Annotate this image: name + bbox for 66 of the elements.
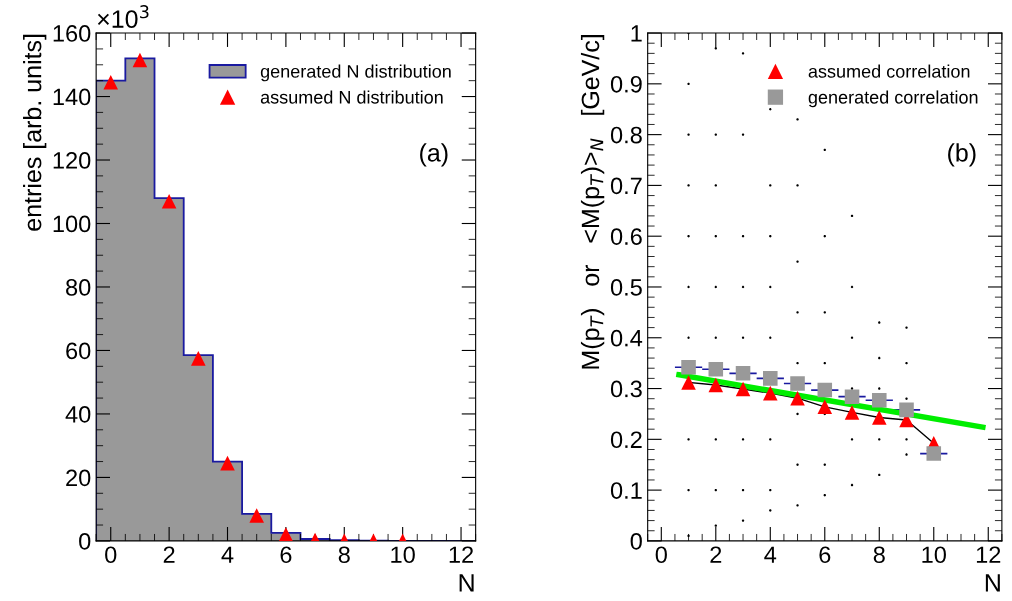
x-tick-label: 2 (163, 546, 175, 563)
x-tick-label: 4 (221, 546, 234, 563)
point (899, 402, 914, 418)
x-tick-label: 6 (280, 546, 292, 564)
x-tick-label: 12 (449, 546, 473, 563)
text: M(p$_{T}$) or <M(p$_{T}$)>$_{N}$ [GeV/c] (580, 35, 605, 369)
y-tick-label: 0.7 (610, 177, 642, 195)
y-tick-label: 40 (65, 406, 91, 423)
x-tick-label: 12 (976, 546, 1001, 563)
point (708, 377, 724, 393)
y-tick-label: 0 (630, 532, 642, 550)
point (844, 389, 860, 404)
point (817, 382, 833, 398)
y-tick-label: 0.9 (610, 75, 642, 93)
x-tick-label: 0 (105, 546, 117, 564)
point (871, 410, 887, 425)
point (790, 376, 805, 391)
point (681, 375, 696, 390)
x-tick-label: 6 (819, 546, 831, 564)
annotation: (b) (948, 143, 976, 167)
y-tick-label: 20 (66, 469, 91, 487)
x-tick-label: 4 (764, 546, 777, 563)
x-tick-label: 0 (655, 546, 667, 564)
point (708, 361, 724, 377)
y-tick-label: 0.6 (610, 228, 642, 245)
legend-label: assumed N distribution (260, 90, 443, 104)
point (735, 366, 751, 381)
point (763, 385, 778, 401)
y-tick-label: 1 (631, 25, 642, 42)
point (161, 194, 177, 209)
legend-label: generated N distribution (260, 64, 451, 82)
annotation: (a) (420, 143, 448, 167)
point (681, 359, 696, 375)
point (790, 390, 805, 406)
point (132, 52, 148, 68)
point (844, 405, 860, 420)
y-tick-label: 60 (66, 342, 91, 360)
x-tick-label: 10 (391, 546, 415, 564)
legend-label: assumed correlation (808, 64, 970, 78)
y-tick-label: 0.2 (610, 431, 642, 449)
y-tick-label: 120 (53, 152, 91, 169)
y-tick-label: 0.1 (610, 482, 642, 499)
y-tick-label: 0.4 (610, 329, 643, 347)
x-tick-label: 2 (710, 546, 722, 563)
y-tick-label: 0.5 (610, 279, 642, 296)
y-axis-title: entries [arb. units] (23, 34, 47, 231)
y-tick-label: 160 (53, 25, 91, 42)
point (926, 446, 942, 461)
point (103, 74, 119, 90)
y-tick-label: 140 (53, 88, 91, 106)
x-tick-label: 8 (873, 546, 885, 564)
point (871, 392, 887, 408)
point (735, 381, 751, 397)
y-tick-label: 0.8 (610, 126, 642, 144)
y-tick-label: 80 (66, 279, 91, 296)
point (817, 399, 833, 415)
x-axis-title: N (459, 574, 474, 592)
y-tick-label: 0.3 (610, 380, 642, 398)
y-tick-label: 100 (53, 215, 91, 233)
point (763, 371, 778, 386)
y-tick-label: 0 (79, 532, 91, 550)
text: ×10$^{3}$ (97, 5, 149, 28)
x-tick-label: 8 (338, 546, 350, 564)
x-tick-label: 10 (922, 546, 946, 564)
x-axis-title: N (985, 574, 1000, 592)
legend-label: generated correlation (808, 90, 978, 108)
